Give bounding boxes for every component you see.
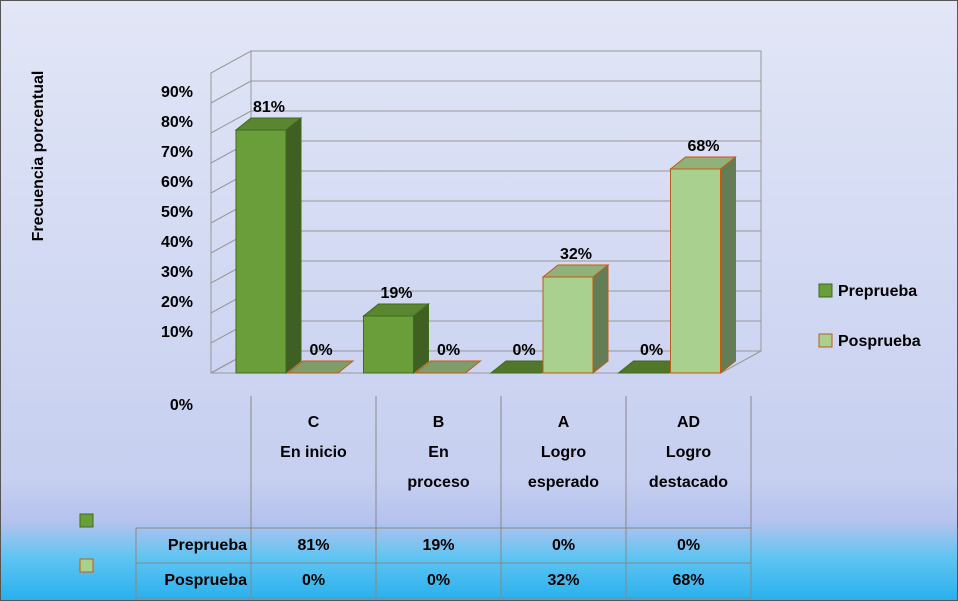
data-label: 0% <box>640 342 663 359</box>
bar <box>541 263 610 375</box>
table-cell: 81% <box>297 536 330 554</box>
bar <box>286 360 355 374</box>
data-label: 68% <box>687 138 719 155</box>
legend-label: Preprueba <box>838 283 917 300</box>
bar-top <box>414 360 482 374</box>
table-legend-swatch <box>79 558 94 573</box>
bar <box>414 360 482 374</box>
y-tick-label: 40% <box>161 234 193 251</box>
table-cell: 68% <box>672 571 705 589</box>
table-cell: 32% <box>547 571 580 589</box>
bar-top <box>286 360 355 374</box>
category-description: Logro esperado <box>527 444 600 491</box>
category-label: A <box>557 414 570 431</box>
y-axis-title: Frecuencia porcentual <box>30 71 47 242</box>
bar-side <box>592 263 609 375</box>
legend-label: Posprueba <box>838 333 921 350</box>
bar-top <box>362 303 430 317</box>
bar <box>362 302 430 375</box>
bar-front <box>363 315 414 374</box>
data-label: 0% <box>309 342 332 359</box>
table-row-header: Posprueba <box>164 571 247 589</box>
y-tick-label: 60% <box>161 174 193 191</box>
y-tick-label: 30% <box>161 264 193 281</box>
bar-front <box>542 276 594 374</box>
bar <box>669 155 737 375</box>
data-label: 0% <box>437 342 460 359</box>
data-label: 19% <box>380 285 412 302</box>
y-tick-label: 0% <box>170 397 193 414</box>
y-tick-label: 10% <box>161 324 193 341</box>
table-cell: 19% <box>422 536 455 554</box>
category-description: En inicio <box>280 444 347 461</box>
grid-line <box>210 80 252 104</box>
bar-front <box>235 129 287 374</box>
table-cell: 0% <box>676 536 701 554</box>
y-tick-label: 90% <box>161 84 193 101</box>
category-description: Logro destacado <box>648 444 729 491</box>
grid-line <box>210 110 252 134</box>
data-label: 0% <box>512 342 535 359</box>
category-description: En proceso <box>407 444 470 491</box>
table-cell: 0% <box>551 536 576 554</box>
bar-front <box>670 168 721 374</box>
bar-top <box>669 156 737 170</box>
category-label: B <box>432 414 445 431</box>
legend-swatch <box>818 283 833 298</box>
table-cell: 0% <box>426 571 451 589</box>
bar-side <box>720 155 736 375</box>
data-label: 32% <box>560 246 592 263</box>
category-label: AD <box>676 414 701 431</box>
bar-side <box>285 116 302 375</box>
bar-top <box>541 264 610 278</box>
legend-swatch <box>818 333 833 348</box>
y-tick-label: 70% <box>161 144 193 161</box>
bar-top <box>234 117 303 131</box>
y-tick-label: 50% <box>161 204 193 221</box>
bar <box>234 116 303 375</box>
y-tick-label: 20% <box>161 294 193 311</box>
category-label: C <box>307 414 320 431</box>
table-cell: 0% <box>301 571 326 589</box>
table-legend-swatch <box>79 513 94 528</box>
data-label: 81% <box>253 99 285 116</box>
table-row-header: Preprueba <box>167 536 247 554</box>
y-tick-label: 80% <box>161 114 193 131</box>
